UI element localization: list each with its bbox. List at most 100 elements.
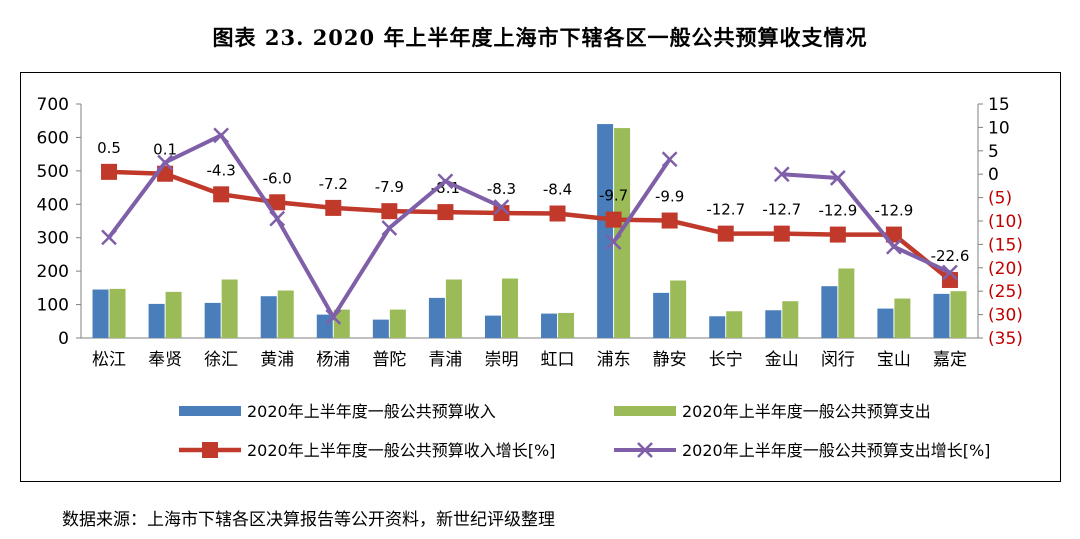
expenditure-growth-line	[611, 158, 672, 244]
x-axis-category-label: 金山	[765, 350, 799, 370]
revenue-bar	[653, 292, 670, 338]
x-axis-category-label: 宝山	[877, 350, 911, 370]
expenditure-bar	[445, 279, 462, 338]
legend-expenditure-growth-marker	[637, 442, 653, 458]
revenue-bar	[765, 310, 782, 338]
revenue-growth-marker	[549, 205, 566, 222]
right-axis-tick-label: (15)	[988, 235, 1023, 255]
combo-chart: 0 100 200 300 400 500 600 700 15 10 5 0 (5) (10) (15) (…	[37, 95, 1023, 460]
revenue-growth-data-label: -12.7	[762, 201, 801, 219]
revenue-bar	[933, 293, 950, 338]
left-axis-tick-label: 0	[58, 329, 69, 349]
x-axis-category-label: 虹口	[541, 350, 575, 370]
right-axis-tick-label: 5	[988, 142, 999, 162]
expenditure-growth-marker	[942, 264, 958, 281]
right-axis-tick-label: (30)	[988, 306, 1023, 326]
legend-expenditure-growth-label: 2020年上半年度一般公共预算支出增长[%]	[682, 441, 990, 460]
revenue-bar	[92, 289, 109, 338]
revenue-growth-data-label: -4.3	[207, 161, 236, 179]
legend-revenue-growth-label: 2020年上半年度一般公共预算收入增长[%]	[247, 441, 555, 460]
revenue-growth-marker	[717, 225, 734, 242]
left-axis-tick-label: 100	[37, 296, 69, 316]
revenue-bar	[541, 313, 558, 338]
x-axis-category-label: 松江	[92, 350, 126, 370]
x-axis-category-label: 嘉定	[933, 350, 967, 370]
expenditure-bar	[558, 312, 575, 338]
chart-title: 图表 23. 2020 年上半年度上海市下辖各区一般公共预算收支情况	[212, 25, 868, 50]
x-axis-category-label: 浦东	[597, 350, 631, 370]
revenue-growth-marker	[829, 226, 846, 243]
right-axis-tick-label: (25)	[988, 282, 1023, 302]
revenue-growth-marker	[437, 204, 454, 221]
left-axis-tick-label: 200	[37, 262, 69, 282]
x-axis-category-label: 奉贤	[148, 350, 182, 370]
expenditure-bar	[333, 309, 350, 338]
revenue-growth-marker	[493, 205, 510, 222]
revenue-growth-data-label: -7.2	[319, 175, 348, 193]
x-axis-category-label: 崇明	[484, 350, 518, 370]
chart-container: 0 100 200 300 400 500 600 700 15 10 5 0 (5) (10) (15) (…	[20, 72, 1061, 482]
left-axis-tick-label: 400	[37, 195, 69, 215]
revenue-growth-data-label: 0.5	[97, 139, 121, 157]
left-axis-tick-label: 600	[37, 128, 69, 148]
x-axis-category-label: 闵行	[821, 350, 855, 370]
legend-revenue-swatch	[179, 406, 241, 416]
revenue-growth-data-label: -22.6	[931, 247, 970, 265]
expenditure-bar	[838, 268, 855, 338]
legend-revenue-label: 2020年上半年度一般公共预算收入	[247, 402, 496, 421]
right-axis-tick-label: (10)	[988, 212, 1023, 232]
expenditure-growth-line	[781, 172, 951, 275]
revenue-bar	[260, 296, 277, 338]
x-axis-category-label: 青浦	[428, 350, 462, 370]
expenditure-bar	[165, 291, 182, 338]
revenue-growth-marker	[941, 271, 958, 288]
expenditure-bar	[501, 278, 518, 338]
revenue-growth-data-label: 0.1	[153, 141, 177, 159]
revenue-growth-marker	[661, 212, 678, 229]
revenue-bar	[372, 319, 389, 338]
revenue-bar	[821, 286, 838, 338]
revenue-growth-marker	[325, 199, 342, 216]
revenue-bar	[204, 302, 221, 338]
expenditure-bar	[782, 301, 799, 338]
revenue-growth-line	[108, 169, 952, 282]
revenue-growth-marker	[605, 211, 622, 228]
expenditure-bar	[389, 309, 406, 338]
expenditure-bar	[109, 288, 126, 338]
revenue-growth-marker	[773, 225, 790, 242]
legend-revenue-growth-marker	[202, 442, 218, 458]
revenue-growth-marker	[213, 186, 230, 203]
revenue-growth-data-label: -9.9	[655, 188, 684, 206]
revenue-growth-data-label: -7.9	[375, 178, 404, 196]
x-axis-category-label: 徐汇	[204, 350, 238, 370]
expenditure-bar	[277, 290, 294, 338]
revenue-bar	[148, 303, 165, 338]
revenue-growth-data-label: -8.4	[543, 181, 572, 199]
revenue-growth-data-label: -6.0	[263, 169, 292, 187]
expenditure-bar	[726, 311, 743, 338]
revenue-growth-marker	[381, 203, 398, 220]
x-axis-category-label: 黄浦	[260, 350, 294, 370]
revenue-bar	[877, 308, 894, 338]
right-axis-tick-label: 10	[988, 118, 1010, 138]
revenue-growth-data-label: -9.7	[599, 187, 628, 205]
revenue-bar	[597, 124, 614, 338]
revenue-growth-data-label: -8.3	[487, 180, 516, 198]
x-axis-category-label: 静安	[653, 350, 687, 370]
data-source-note: 数据来源：上海市下辖各区决算报告等公开资料，新世纪评级整理	[62, 510, 555, 530]
expenditure-bar	[221, 279, 238, 338]
right-axis-tick-label: 15	[988, 95, 1010, 115]
revenue-growth-marker	[885, 226, 902, 243]
right-axis-tick-label: (5)	[988, 189, 1012, 209]
expenditure-growth-marker	[773, 166, 790, 183]
revenue-growth-marker	[101, 163, 118, 180]
expenditure-growth-line	[107, 132, 503, 321]
revenue-growth-data-label: -12.7	[706, 201, 745, 219]
revenue-bar	[428, 297, 445, 338]
expenditure-bar	[670, 280, 687, 338]
revenue-growth-data-label: -12.9	[818, 202, 857, 220]
revenue-bar	[709, 316, 726, 338]
right-axis-tick-label: (20)	[988, 259, 1023, 279]
left-axis-tick-label: 500	[37, 162, 69, 182]
legend-expenditure-label: 2020年上半年度一般公共预算支出	[682, 402, 931, 421]
